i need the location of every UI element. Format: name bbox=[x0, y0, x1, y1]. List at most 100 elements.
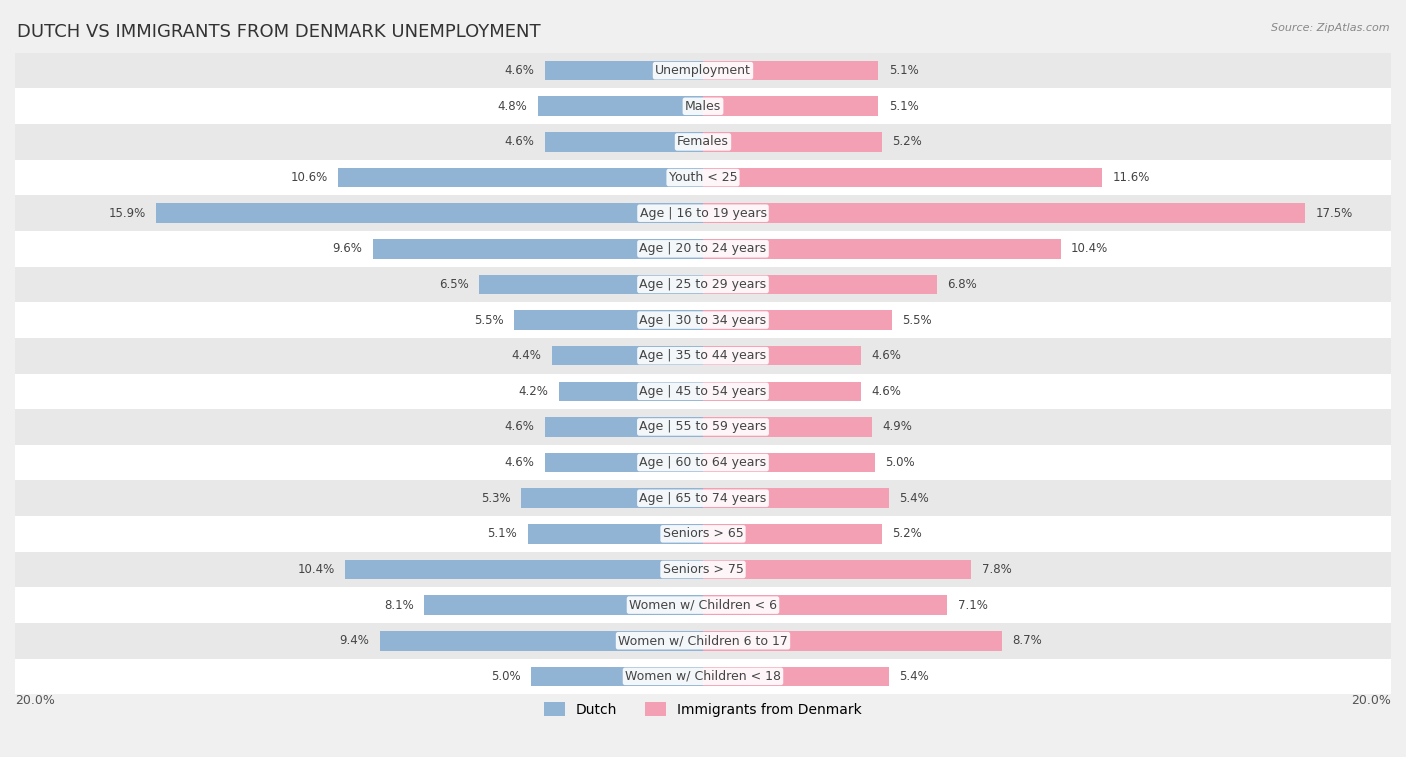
Bar bbox=[15, 516, 1391, 552]
Text: Age | 60 to 64 years: Age | 60 to 64 years bbox=[640, 456, 766, 469]
Text: 20.0%: 20.0% bbox=[1351, 694, 1391, 707]
Bar bbox=[703, 667, 889, 686]
Bar bbox=[15, 160, 1391, 195]
Text: 5.5%: 5.5% bbox=[474, 313, 503, 326]
Text: Males: Males bbox=[685, 100, 721, 113]
Bar bbox=[15, 481, 1391, 516]
Bar bbox=[15, 53, 1391, 89]
Text: Age | 25 to 29 years: Age | 25 to 29 years bbox=[640, 278, 766, 291]
Bar bbox=[479, 275, 703, 294]
Text: 10.6%: 10.6% bbox=[291, 171, 328, 184]
Bar bbox=[15, 373, 1391, 409]
Bar bbox=[703, 559, 972, 579]
Text: 4.6%: 4.6% bbox=[505, 456, 534, 469]
Bar bbox=[156, 204, 703, 223]
Text: 4.6%: 4.6% bbox=[505, 136, 534, 148]
Text: Females: Females bbox=[678, 136, 728, 148]
Bar bbox=[15, 89, 1391, 124]
Text: Women w/ Children < 18: Women w/ Children < 18 bbox=[626, 670, 780, 683]
Text: Seniors > 75: Seniors > 75 bbox=[662, 563, 744, 576]
Bar bbox=[527, 524, 703, 544]
Bar bbox=[15, 409, 1391, 445]
Bar bbox=[425, 595, 703, 615]
Text: Unemployment: Unemployment bbox=[655, 64, 751, 77]
Bar bbox=[703, 239, 1060, 259]
Text: 5.5%: 5.5% bbox=[903, 313, 932, 326]
Text: 4.6%: 4.6% bbox=[872, 385, 901, 398]
Text: Age | 55 to 59 years: Age | 55 to 59 years bbox=[640, 420, 766, 434]
Text: 5.1%: 5.1% bbox=[889, 100, 918, 113]
Text: 4.4%: 4.4% bbox=[512, 349, 541, 362]
Bar bbox=[703, 524, 882, 544]
Bar bbox=[558, 382, 703, 401]
Text: 5.0%: 5.0% bbox=[491, 670, 520, 683]
Bar bbox=[544, 417, 703, 437]
Text: 5.3%: 5.3% bbox=[481, 492, 510, 505]
Bar bbox=[703, 310, 893, 330]
Text: 5.1%: 5.1% bbox=[488, 528, 517, 540]
Text: Women w/ Children 6 to 17: Women w/ Children 6 to 17 bbox=[619, 634, 787, 647]
Bar bbox=[15, 659, 1391, 694]
Bar bbox=[703, 488, 889, 508]
Text: 6.5%: 6.5% bbox=[439, 278, 470, 291]
Bar bbox=[15, 338, 1391, 373]
Text: 4.6%: 4.6% bbox=[872, 349, 901, 362]
Bar bbox=[15, 623, 1391, 659]
Bar bbox=[373, 239, 703, 259]
Text: 8.1%: 8.1% bbox=[384, 599, 413, 612]
Text: Age | 45 to 54 years: Age | 45 to 54 years bbox=[640, 385, 766, 398]
Text: DUTCH VS IMMIGRANTS FROM DENMARK UNEMPLOYMENT: DUTCH VS IMMIGRANTS FROM DENMARK UNEMPLO… bbox=[17, 23, 540, 41]
Text: 10.4%: 10.4% bbox=[298, 563, 335, 576]
Bar bbox=[544, 453, 703, 472]
Legend: Dutch, Immigrants from Denmark: Dutch, Immigrants from Denmark bbox=[538, 696, 868, 722]
Bar bbox=[703, 595, 948, 615]
Bar bbox=[544, 61, 703, 80]
Text: Age | 20 to 24 years: Age | 20 to 24 years bbox=[640, 242, 766, 255]
Bar bbox=[520, 488, 703, 508]
Text: 5.4%: 5.4% bbox=[898, 670, 929, 683]
Bar bbox=[531, 667, 703, 686]
Text: 6.8%: 6.8% bbox=[948, 278, 977, 291]
Bar bbox=[544, 132, 703, 151]
Bar bbox=[15, 552, 1391, 587]
Bar bbox=[15, 124, 1391, 160]
Text: Age | 30 to 34 years: Age | 30 to 34 years bbox=[640, 313, 766, 326]
Bar bbox=[15, 266, 1391, 302]
Bar bbox=[551, 346, 703, 366]
Bar bbox=[703, 275, 936, 294]
Text: Age | 65 to 74 years: Age | 65 to 74 years bbox=[640, 492, 766, 505]
Bar bbox=[703, 204, 1305, 223]
Text: 4.6%: 4.6% bbox=[505, 420, 534, 434]
Text: 8.7%: 8.7% bbox=[1012, 634, 1042, 647]
Text: 5.0%: 5.0% bbox=[886, 456, 915, 469]
Text: Source: ZipAtlas.com: Source: ZipAtlas.com bbox=[1271, 23, 1389, 33]
Bar bbox=[346, 559, 703, 579]
Text: 5.4%: 5.4% bbox=[898, 492, 929, 505]
Bar bbox=[703, 631, 1002, 650]
Bar bbox=[513, 310, 703, 330]
Bar bbox=[703, 168, 1102, 187]
Text: 9.6%: 9.6% bbox=[333, 242, 363, 255]
Bar bbox=[15, 445, 1391, 481]
Text: 7.1%: 7.1% bbox=[957, 599, 987, 612]
Bar bbox=[703, 382, 862, 401]
Bar bbox=[15, 195, 1391, 231]
Bar bbox=[703, 346, 862, 366]
Text: 4.9%: 4.9% bbox=[882, 420, 911, 434]
Text: 4.8%: 4.8% bbox=[498, 100, 527, 113]
Text: 5.2%: 5.2% bbox=[893, 528, 922, 540]
Bar bbox=[15, 587, 1391, 623]
Text: 11.6%: 11.6% bbox=[1112, 171, 1150, 184]
Bar bbox=[15, 231, 1391, 266]
Text: Women w/ Children < 6: Women w/ Children < 6 bbox=[628, 599, 778, 612]
Text: 7.8%: 7.8% bbox=[981, 563, 1011, 576]
Text: 4.6%: 4.6% bbox=[505, 64, 534, 77]
Text: 5.1%: 5.1% bbox=[889, 64, 918, 77]
Bar bbox=[380, 631, 703, 650]
Bar bbox=[703, 132, 882, 151]
Text: 15.9%: 15.9% bbox=[108, 207, 146, 220]
Bar bbox=[703, 61, 879, 80]
Bar bbox=[703, 96, 879, 116]
Bar bbox=[703, 453, 875, 472]
Text: Age | 35 to 44 years: Age | 35 to 44 years bbox=[640, 349, 766, 362]
